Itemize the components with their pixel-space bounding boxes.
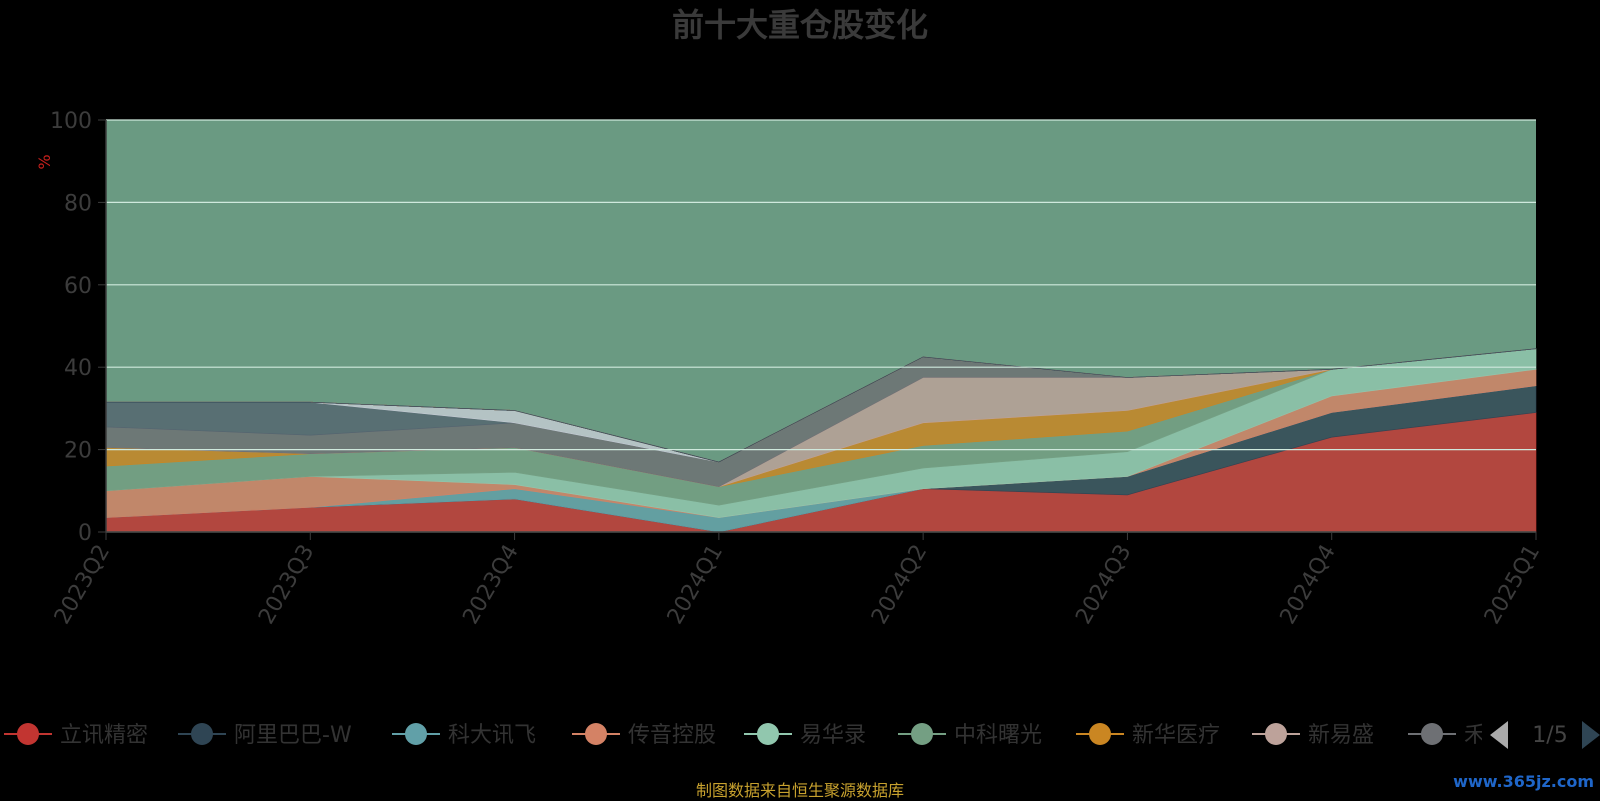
legend-swatch-icon bbox=[911, 723, 933, 745]
area-series-28 bbox=[106, 348, 1537, 463]
x-tick-label: 2023Q3 bbox=[254, 541, 319, 629]
y-tick-label: 0 bbox=[78, 521, 92, 546]
legend-item[interactable]: 新华医疗 bbox=[1076, 723, 1220, 748]
x-tick-label: 2024Q3 bbox=[1071, 541, 1136, 629]
legend-prev-page-icon[interactable] bbox=[1490, 721, 1508, 749]
legend-swatch-icon bbox=[1089, 723, 1111, 745]
legend-label: 阿里巴巴-W bbox=[234, 723, 352, 748]
x-tick-label: 2023Q2 bbox=[50, 541, 115, 629]
legend-swatch-icon bbox=[191, 723, 213, 745]
area-layers bbox=[105, 120, 1537, 533]
legend-swatch-icon bbox=[585, 723, 607, 745]
legend-page-indicator: 1/5 bbox=[1532, 723, 1567, 748]
x-tick-label: 2024Q4 bbox=[1276, 541, 1341, 629]
data-source-note: 制图数据来自恒生聚源数据库 bbox=[695, 781, 904, 800]
legend-swatch-icon bbox=[405, 723, 427, 745]
legend: 立讯精密 阿里巴巴-W 科大讯飞 传音控股 易华录 中科曙光 新华医疗 新易盛 禾 1/5 bbox=[4, 710, 1600, 760]
axes bbox=[105, 120, 1536, 533]
site-watermark[interactable]: www.365jz.com bbox=[1453, 772, 1594, 791]
x-tick-label: 2023Q4 bbox=[458, 541, 523, 629]
legend-label: 传音控股 bbox=[628, 723, 716, 748]
legend-next-page-icon[interactable] bbox=[1582, 721, 1600, 749]
y-tick-label: 20 bbox=[64, 439, 92, 464]
legend-label: 科大讯飞 bbox=[448, 723, 536, 748]
legend-swatch-icon bbox=[1265, 723, 1287, 745]
x-tick-label: 2024Q2 bbox=[867, 541, 932, 629]
legend-item[interactable]: 传音控股 bbox=[572, 723, 716, 748]
y-tick-label: 60 bbox=[64, 274, 92, 299]
legend-item[interactable]: 科大讯飞 bbox=[392, 723, 536, 748]
legend-label: 新华医疗 bbox=[1132, 723, 1220, 748]
y-tick-label: 80 bbox=[64, 191, 92, 216]
legend-label: 易华录 bbox=[800, 723, 866, 748]
legend-swatch-icon bbox=[757, 723, 779, 745]
legend-label: 中科曙光 bbox=[954, 723, 1042, 748]
legend-item[interactable]: 禾 bbox=[1408, 723, 1486, 748]
legend-item[interactable]: 新易盛 bbox=[1252, 723, 1374, 748]
y-axis-unit: % bbox=[35, 154, 54, 169]
legend-item[interactable]: 中科曙光 bbox=[898, 723, 1042, 748]
legend-label: 立讯精密 bbox=[60, 723, 148, 748]
y-tick-label: 40 bbox=[64, 356, 92, 381]
x-tick-label: 2024Q1 bbox=[663, 541, 728, 629]
y-tick-label: 100 bbox=[50, 109, 92, 134]
legend-swatch-icon bbox=[17, 723, 39, 745]
legend-swatch-icon bbox=[1421, 723, 1443, 745]
chart-title: 前十大重仓股变化 bbox=[672, 6, 928, 44]
x-tick-label: 2025Q1 bbox=[1480, 541, 1545, 629]
legend-label: 禾 bbox=[1464, 723, 1486, 748]
legend-label: 新易盛 bbox=[1308, 723, 1374, 748]
y-axis-ticks: 0 20 40 60 80 100 bbox=[50, 109, 106, 546]
legend-item[interactable]: 阿里巴巴-W bbox=[178, 723, 352, 748]
legend-item[interactable]: 立讯精密 bbox=[4, 723, 148, 748]
legend-item[interactable]: 易华录 bbox=[744, 723, 866, 748]
x-axis-ticks: 2023Q2 2023Q3 2023Q4 2024Q1 2024Q2 2024Q3 2024… bbox=[50, 532, 1545, 629]
